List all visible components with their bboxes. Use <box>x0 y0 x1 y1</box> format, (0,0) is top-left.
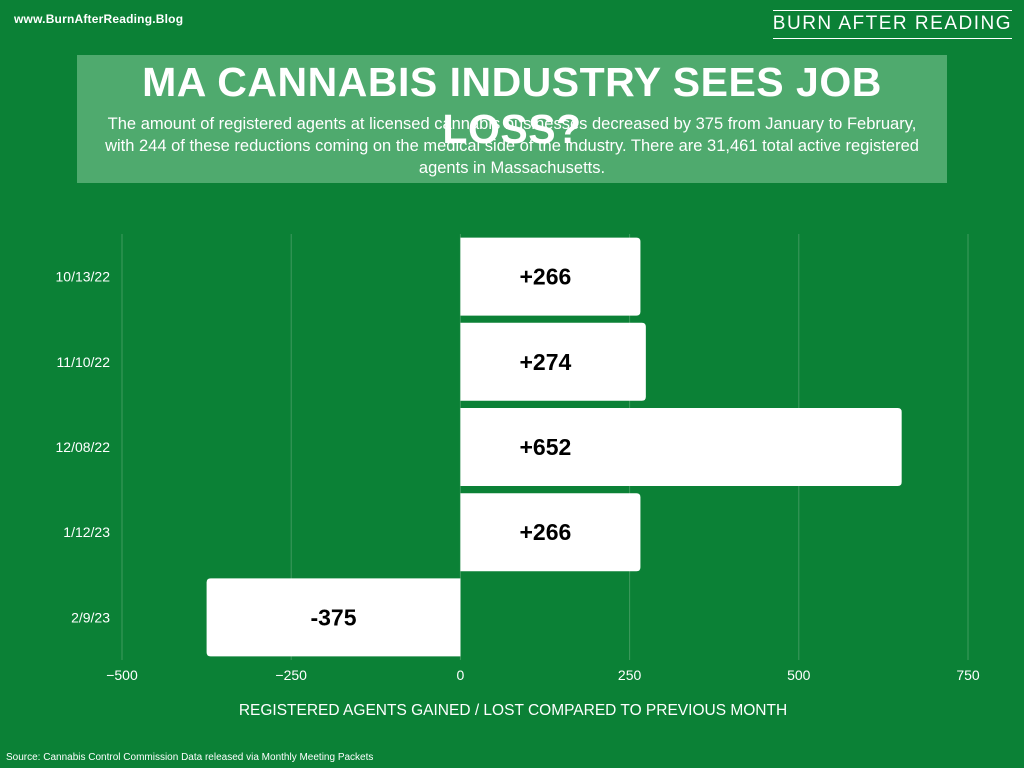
x-axis-title: REGISTERED AGENTS GAINED / LOST COMPARED… <box>239 702 787 719</box>
bar <box>460 322 646 401</box>
bar-data-label: -375 <box>310 604 356 630</box>
y-category-label: 2/9/23 <box>71 609 110 625</box>
site-url[interactable]: www.BurnAfterReading.Blog <box>14 12 184 26</box>
bar <box>460 493 641 572</box>
chart-subtitle: The amount of registered agents at licen… <box>105 115 919 177</box>
bar-data-label: +266 <box>519 264 571 290</box>
x-tick-label: 250 <box>618 667 642 683</box>
bar <box>460 237 641 316</box>
bar-data-label: +266 <box>519 519 571 545</box>
bar-data-label: +652 <box>519 434 571 460</box>
x-tick-label: −500 <box>106 667 138 683</box>
x-tick-label: 0 <box>457 667 465 683</box>
bar-data-label: +274 <box>519 349 571 375</box>
chart-title: MA CANNABIS INDUSTRY SEES JOB LOSS? <box>142 59 882 152</box>
y-category-label: 1/12/23 <box>63 524 110 540</box>
bar <box>460 408 902 486</box>
x-tick-label: 750 <box>956 667 980 683</box>
y-category-label: 10/13/22 <box>56 269 111 285</box>
x-tick-label: 500 <box>787 667 811 683</box>
title-box: MA CANNABIS INDUSTRY SEES JOB LOSS? The … <box>77 55 947 183</box>
y-category-label: 12/08/22 <box>56 439 111 455</box>
bar <box>206 578 461 657</box>
source-note: Source: Cannabis Control Commission Data… <box>6 752 374 763</box>
x-tick-label: −250 <box>275 667 307 683</box>
y-category-label: 11/10/22 <box>57 354 111 370</box>
brand-logo: BURN AFTER READING <box>772 10 1012 39</box>
